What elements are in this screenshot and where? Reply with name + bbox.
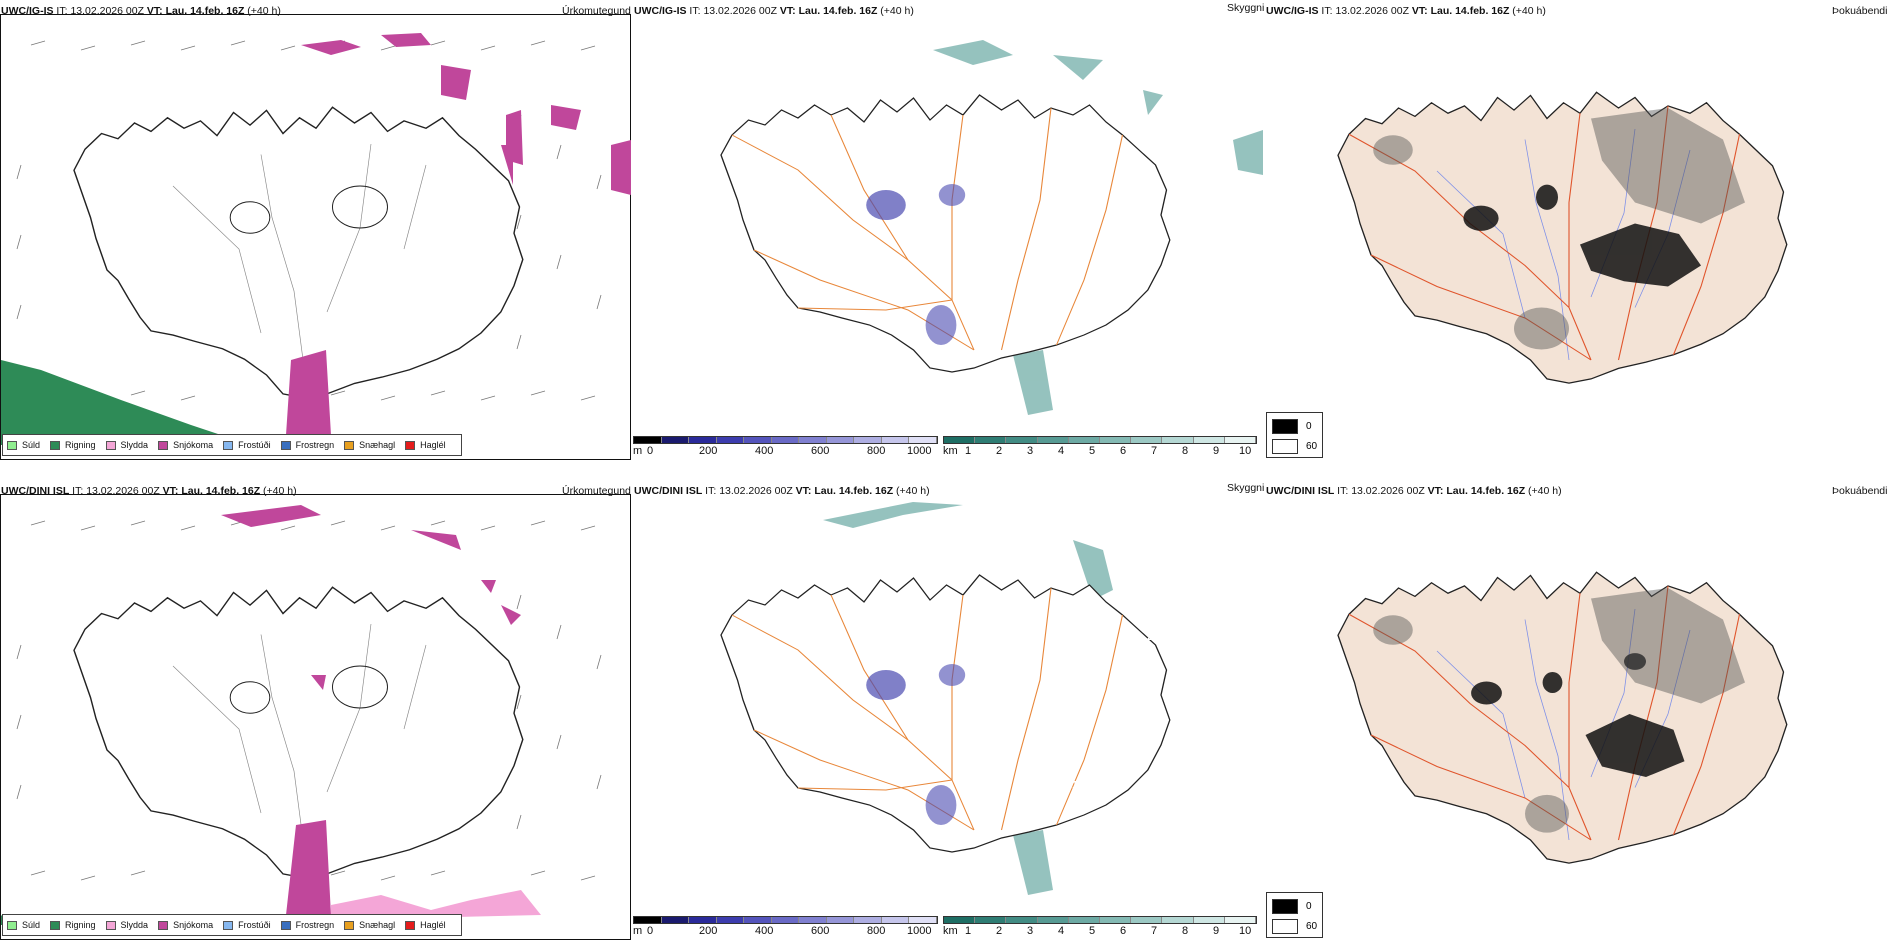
model-row-2: UWC/DINI ISL IT: 13.02.2026 00Z VT: Lau.…	[0, 480, 1900, 950]
legend-swatch	[405, 440, 416, 450]
legend-item: Súld	[7, 920, 40, 930]
svg-text:129: 129	[960, 240, 977, 251]
cloud-labels: 129 387 366 222 490 336	[937, 214, 1128, 395]
rain-areas	[1, 360, 251, 445]
fog-map	[1337, 571, 1788, 864]
precip-legend: Súld Rigning Slydda Snjókoma Frostúði Fr…	[2, 434, 462, 456]
svg-text:387: 387	[1055, 214, 1072, 225]
cloudbase-colorbar: m 0 200 400 600 800 1000	[633, 916, 938, 938]
legend-item: 60	[1272, 439, 1317, 454]
panel-title: Skyggni	[1227, 482, 1265, 494]
svg-text:71: 71	[963, 725, 975, 736]
legend-swatch	[50, 440, 61, 450]
svg-text:222: 222	[1111, 260, 1128, 271]
legend-item: Snæhagl	[344, 440, 395, 450]
visibility-panel: UWC/DINI ISL IT: 13.02.2026 00Z VT: Lau.…	[633, 480, 1265, 950]
legend-item: Frostúði	[223, 920, 271, 930]
legend-item: Frostregn	[280, 440, 334, 450]
fog-gray-areas	[1373, 588, 1745, 833]
model-row-1: UWC/IG-IS IT: 13.02.2026 00Z VT: Lau. 14…	[0, 0, 1900, 470]
fog-map	[1337, 91, 1788, 384]
cloudbase-colorbar: m 0 200 400 600 800 1000	[633, 436, 938, 458]
legend-item: Snjókoma	[158, 920, 213, 930]
legend-item: Rigning	[50, 920, 96, 930]
fog-legend: 0 60	[1266, 892, 1323, 938]
svg-text:351: 351	[1061, 780, 1078, 791]
legend-item: 60	[1272, 919, 1317, 934]
legend-item: Súld	[7, 440, 40, 450]
precip-map	[1, 505, 602, 925]
precip-type-panel: UWC/DINI ISL IT: 13.02.2026 00Z VT: Lau.…	[0, 480, 635, 950]
panel-title: Þokuábendi	[1832, 5, 1888, 17]
fog-dark-areas	[1463, 184, 1701, 287]
rivers	[172, 143, 427, 376]
fog-gray-areas	[1373, 108, 1745, 350]
legend-swatch	[223, 440, 234, 450]
svg-text:336: 336	[937, 384, 954, 395]
svg-text:366: 366	[1025, 280, 1042, 291]
legend-item: 0	[1272, 899, 1312, 914]
svg-text:490: 490	[941, 349, 958, 360]
legend-item: Haglél	[405, 920, 446, 930]
panel-header: UWC/DINI ISL IT: 13.02.2026 00Z VT: Lau.…	[1266, 485, 1562, 497]
fog-legend: 0 60	[1266, 412, 1323, 458]
legend-item: Slydda	[105, 920, 148, 930]
legend-item: Rigning	[50, 440, 96, 450]
visibility-map: 71 622 351 26 318 318	[720, 502, 1171, 895]
legend-swatch	[158, 440, 169, 450]
sleet-areas	[331, 890, 541, 920]
panel-header: UWC/DINI ISL IT: 13.02.2026 00Z VT: Lau.…	[634, 485, 930, 497]
panel-title: Skyggni	[1227, 2, 1265, 14]
svg-text:318: 318	[938, 868, 955, 879]
glacier-low-cloud	[866, 190, 906, 220]
svg-text:318: 318	[938, 831, 955, 842]
visibility-colorbar: km 1 2 3 4 5 6 7 8 9 10	[943, 916, 1257, 938]
legend-swatch	[280, 440, 291, 450]
legend-swatch	[344, 440, 355, 450]
legend-item: Snjókoma	[158, 440, 213, 450]
panel-header: UWC/IG-IS IT: 13.02.2026 00Z VT: Lau. 14…	[1266, 5, 1546, 17]
fog-index-panel: UWC/IG-IS IT: 13.02.2026 00Z VT: Lau. 14…	[1265, 0, 1900, 470]
coastline	[73, 106, 524, 399]
fog-index-panel: UWC/DINI ISL IT: 13.02.2026 00Z VT: Lau.…	[1265, 480, 1900, 950]
svg-text:26: 26	[1147, 632, 1159, 643]
snow-areas	[286, 33, 631, 435]
precip-legend: Súld Rigning Slydda Snjókoma Frostúði Fr…	[2, 914, 462, 936]
fog-dark-areas	[1471, 653, 1685, 777]
wind-barbs	[16, 520, 602, 881]
map-frame	[0, 494, 631, 940]
legend-item: Snæhagl	[344, 920, 395, 930]
cloud-labels: 71 622 351 26 318 318	[938, 632, 1159, 879]
visibility-colorbar: km 1 2 3 4 5 6 7 8 9 10	[943, 436, 1257, 458]
panel-header: UWC/IG-IS IT: 13.02.2026 00Z VT: Lau. 14…	[634, 5, 914, 17]
legend-item: Haglél	[405, 440, 446, 450]
rivers	[1436, 128, 1691, 361]
precip-map	[1, 33, 631, 445]
legend-item: Frostregn	[280, 920, 334, 930]
visibility-map: 129 387 366 222 490 336	[720, 40, 1263, 415]
panel-title: Þokuábendi	[1832, 485, 1888, 497]
legend-item: 0	[1272, 419, 1312, 434]
svg-text:622: 622	[1045, 749, 1062, 760]
map-frame	[0, 14, 631, 460]
legend-swatch	[105, 440, 116, 450]
precip-type-panel: UWC/IG-IS IT: 13.02.2026 00Z VT: Lau. 14…	[0, 0, 635, 470]
legend-item: Slydda	[105, 440, 148, 450]
legend-swatch	[7, 440, 17, 450]
legend-item: Frostúði	[223, 440, 271, 450]
visibility-panel: UWC/IG-IS IT: 13.02.2026 00Z VT: Lau. 14…	[633, 0, 1265, 470]
